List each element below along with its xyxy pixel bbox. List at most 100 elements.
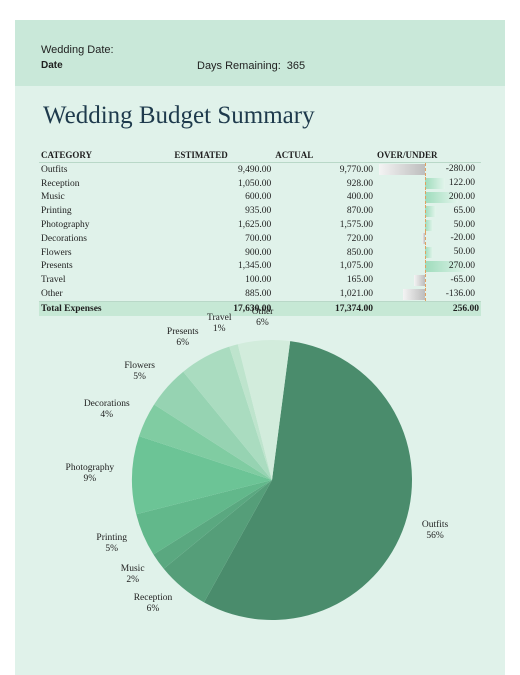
row-category: Other xyxy=(41,289,63,300)
pie-label-decorations: Decorations 4% xyxy=(84,399,130,421)
budget-sheet: Wedding Date: Date Days Remaining: 365 We… xyxy=(15,20,505,675)
pie-label-category: Music xyxy=(120,563,145,574)
row-category: Music xyxy=(41,192,65,203)
over-under-databar xyxy=(402,288,425,300)
pie-label-percent: 6% xyxy=(256,318,269,329)
pie-svg xyxy=(132,340,413,621)
over-under-value: 50.00 xyxy=(453,219,475,230)
header-estimated: ESTIMATED xyxy=(172,148,274,163)
row-estimated[interactable]: 1,625.00 xyxy=(238,220,272,231)
over-under-value: -65.00 xyxy=(450,274,475,285)
pie-slice-flowers[interactable] xyxy=(154,371,272,480)
over-under-value: 270.00 xyxy=(448,260,475,271)
row-estimated[interactable]: 1,345.00 xyxy=(238,261,272,272)
total-estimated[interactable]: 17,630.00 xyxy=(172,300,274,316)
databar-axis xyxy=(424,232,426,246)
row-over-under[interactable]: 200.00 xyxy=(375,190,481,205)
over-under-databar xyxy=(378,164,425,176)
row-actual[interactable]: 870.00 xyxy=(346,206,373,217)
pie-label-category: Flowers xyxy=(124,361,155,372)
row-over-under[interactable]: -136.00 xyxy=(375,287,481,301)
row-estimated[interactable]: 700.00 xyxy=(245,233,272,244)
over-under-value: 200.00 xyxy=(448,191,475,202)
row-actual[interactable]: 1,021.00 xyxy=(339,289,373,300)
pie-slice-photography[interactable] xyxy=(132,436,272,515)
over-under-value: -20.00 xyxy=(450,233,475,244)
row-estimated[interactable]: 935.00 xyxy=(245,206,272,217)
pie-label-category: Reception xyxy=(133,593,173,604)
row-category: Decorations xyxy=(41,233,87,244)
total-actual[interactable]: 17,374.00 xyxy=(273,300,375,316)
expense-pie-chart: Outfits 56% Reception 6% Music 2% Printing 5% Ph… xyxy=(15,307,505,670)
row-estimated[interactable]: 885.00 xyxy=(245,289,272,300)
over-under-databar xyxy=(424,178,445,190)
row-over-under[interactable]: 65.00 xyxy=(375,204,481,218)
pie-slice-reception[interactable] xyxy=(163,480,272,603)
over-under-databar xyxy=(424,191,458,203)
row-actual[interactable]: 165.00 xyxy=(346,275,373,286)
pie-label-reception: Reception 6% xyxy=(134,593,173,615)
pie-slice-music[interactable] xyxy=(153,480,272,569)
pie-slice-travel[interactable] xyxy=(229,344,272,480)
row-category: Travel xyxy=(41,275,66,286)
days-remaining-label: Days Remaining: xyxy=(197,60,281,72)
row-actual[interactable]: 9,770.00 xyxy=(339,164,373,175)
row-over-under[interactable]: 270.00 xyxy=(375,259,481,274)
row-category: Reception xyxy=(41,178,80,189)
table-row: Printing 935.00 870.00 65.00 xyxy=(39,204,481,218)
row-estimated[interactable]: 100.00 xyxy=(245,275,272,286)
pie-slice-presents[interactable] xyxy=(183,346,272,480)
row-actual[interactable]: 928.00 xyxy=(346,178,373,189)
row-actual[interactable]: 850.00 xyxy=(346,247,373,258)
header-band: Wedding Date: Date Days Remaining: 365 xyxy=(15,20,505,86)
pie-slice-decorations[interactable] xyxy=(139,404,272,480)
table-row: Reception 1,050.00 928.00 122.00 xyxy=(39,177,481,191)
total-over-under[interactable]: 256.00 xyxy=(374,300,481,316)
over-under-value: 65.00 xyxy=(453,205,475,216)
pie-label-percent: 2% xyxy=(126,574,139,585)
over-under-value: 122.00 xyxy=(448,178,475,189)
databar-axis xyxy=(424,190,426,204)
row-over-under[interactable]: -65.00 xyxy=(375,273,481,287)
over-under-databar xyxy=(421,233,425,245)
header-over-under: OVER/UNDER xyxy=(374,148,481,163)
total-label: Total Expenses xyxy=(39,300,173,316)
row-estimated[interactable]: 9,490.00 xyxy=(238,164,272,175)
pie-label-category: Printing xyxy=(96,532,128,543)
table-row: Other 885.00 1,021.00 -136.00 xyxy=(39,287,481,301)
pie-label-percent: 5% xyxy=(105,543,119,554)
row-over-under[interactable]: -280.00 xyxy=(375,163,481,177)
pie-label-outfits: Outfits 56% xyxy=(422,520,448,542)
pie-slice-other[interactable] xyxy=(237,340,291,480)
wedding-date-value[interactable]: Date xyxy=(41,60,63,71)
databar-axis xyxy=(424,246,426,260)
pie-slice-outfits[interactable] xyxy=(204,341,413,621)
row-over-under[interactable]: 50.00 xyxy=(375,246,481,260)
row-estimated[interactable]: 900.00 xyxy=(245,247,272,258)
row-actual[interactable]: 400.00 xyxy=(346,192,373,203)
row-over-under[interactable]: 50.00 xyxy=(375,218,481,232)
total-row: Total Expenses 17,630.00 17,374.00 256.0… xyxy=(39,300,481,316)
over-under-databar xyxy=(424,219,434,231)
pie-label-percent: 4% xyxy=(100,410,114,421)
pie-label-printing: Printing 5% xyxy=(96,533,127,555)
row-category: Outfits xyxy=(41,164,68,175)
over-under-value: -136.00 xyxy=(445,288,475,299)
row-estimated[interactable]: 600.00 xyxy=(245,192,272,203)
over-under-value: -280.00 xyxy=(445,164,475,175)
row-over-under[interactable]: -20.00 xyxy=(375,232,481,246)
databar-axis xyxy=(424,287,426,301)
row-actual[interactable]: 1,575.00 xyxy=(339,220,373,231)
days-remaining-value: 365 xyxy=(286,60,306,72)
header-category: CATEGORY xyxy=(39,148,173,163)
table-row: Photography 1,625.00 1,575.00 50.00 xyxy=(39,218,481,232)
row-actual[interactable]: 720.00 xyxy=(346,233,373,244)
row-estimated[interactable]: 1,050.00 xyxy=(238,178,272,189)
pie-label-photography: Photography 9% xyxy=(66,463,115,485)
table-row: Outfits 9,490.00 9,770.00 -280.00 xyxy=(39,163,481,177)
pie-slice-printing[interactable] xyxy=(136,480,272,555)
row-actual[interactable]: 1,075.00 xyxy=(339,261,373,272)
pie-label-travel: Travel 1% xyxy=(207,313,231,335)
row-over-under[interactable]: 122.00 xyxy=(375,177,481,191)
over-under-databar xyxy=(424,247,434,259)
